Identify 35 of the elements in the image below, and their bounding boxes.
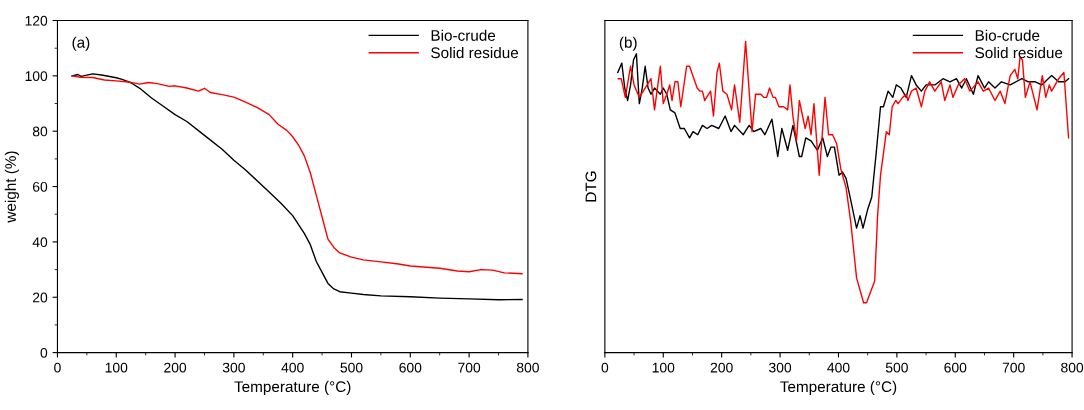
x-tick-label: 400 — [827, 362, 850, 373]
x-axis-title: Temperature (°C) — [234, 380, 351, 396]
x-tick-label: 300 — [222, 362, 245, 373]
x-tick-label: 800 — [516, 362, 539, 373]
legend-label: Bio-crude — [975, 29, 1040, 41]
legend-label: Solid residue — [431, 46, 519, 59]
annotation: (b) — [619, 36, 637, 51]
x-tick-label: 200 — [710, 362, 733, 373]
y-tick-label: 120 — [25, 15, 48, 26]
x-tick-label: 800 — [1061, 362, 1084, 373]
x-tick-label: 200 — [164, 362, 187, 373]
y-axis-title: weight (%) — [4, 151, 19, 223]
x-tick-label: 0 — [54, 362, 61, 373]
x-axis-title: Temperature (°C) — [780, 380, 897, 396]
y-tick-label: 20 — [32, 292, 48, 303]
x-tick-label: 400 — [281, 362, 304, 373]
x-tick-label: 700 — [1002, 362, 1025, 373]
y-tick-label: 60 — [32, 181, 48, 192]
y-tick-label: 0 — [40, 347, 48, 358]
x-tick-label: 300 — [769, 362, 792, 373]
x-tick-label: 500 — [340, 362, 363, 373]
y-tick-label: 40 — [32, 237, 48, 248]
x-tick-label: 600 — [944, 362, 967, 373]
y-axis-title: DTG — [585, 171, 597, 202]
x-tick-label: 600 — [399, 362, 422, 373]
x-tick-label: 700 — [458, 362, 481, 373]
x-tick-label: 500 — [885, 362, 908, 373]
legend-label: Bio-crude — [431, 29, 496, 41]
annotation: (a) — [72, 36, 90, 51]
x-tick-label: 0 — [601, 362, 609, 373]
legend-label: Solid residue — [975, 46, 1063, 59]
x-tick-label: 100 — [105, 362, 128, 373]
y-tick-label: 80 — [32, 126, 48, 137]
y-tick-label: 100 — [25, 71, 48, 82]
x-tick-label: 100 — [652, 362, 675, 373]
